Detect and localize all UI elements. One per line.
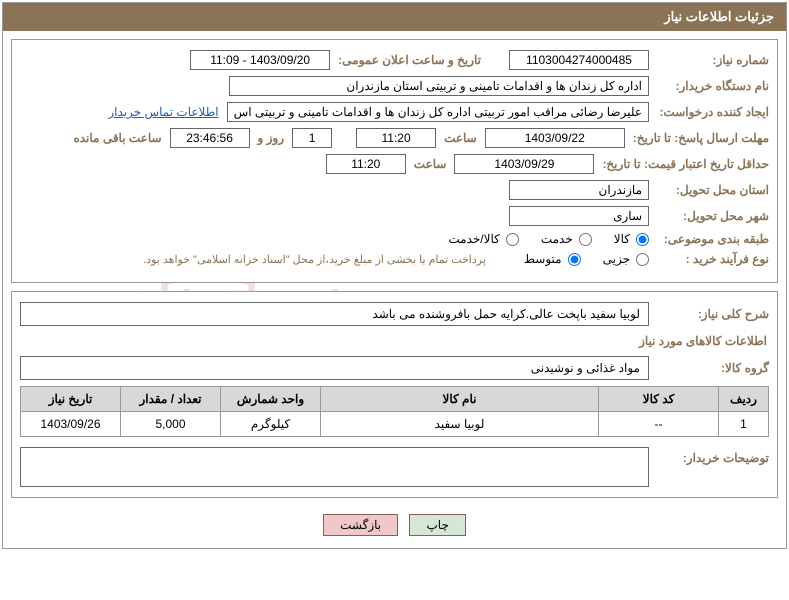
th-qty: تعداد / مقدار (121, 387, 221, 412)
cell-row: 1 (719, 412, 769, 437)
requester-label: ایجاد کننده درخواست: (649, 105, 769, 119)
cat-service-label: خدمت (541, 232, 573, 246)
goods-group-label: گروه کالا: (649, 361, 769, 375)
deadline-time-value: 11:20 (356, 128, 436, 148)
validity-label: حداقل تاریخ اعتبار قیمت: تا تاریخ: (594, 157, 769, 171)
payment-note: پرداخت تمام یا بخشی از مبلغ خرید،از محل … (143, 253, 486, 266)
buyer-org-label: نام دستگاه خریدار: (649, 79, 769, 93)
th-name: نام کالا (321, 387, 599, 412)
deadline-date-value: 1403/09/22 (485, 128, 625, 148)
announce-label: تاریخ و ساعت اعلان عمومی: (330, 53, 481, 67)
deadline-time-label: ساعت (436, 131, 477, 145)
main-panel: جزئیات اطلاعات نیاز AriaTender.net شماره… (2, 2, 787, 549)
buyer-org-value: اداره کل زندان ها و اقدامات تامینی و ترب… (229, 76, 649, 96)
th-code: کد کالا (599, 387, 719, 412)
category-radio-group: کالا خدمت کالا/خدمت (430, 232, 649, 246)
th-unit: واحد شمارش (221, 387, 321, 412)
buyer-contact-link[interactable]: اطلاعات تماس خریدار (108, 105, 218, 119)
goods-info-header: اطلاعات کالاهای مورد نیاز (22, 334, 767, 348)
need-number-value: 1103004274000485 (509, 50, 649, 70)
need-number-label: شماره نیاز: (649, 53, 769, 67)
process-radio-group: جزیی متوسط (506, 252, 649, 266)
announce-value: 1403/09/20 - 11:09 (190, 50, 330, 70)
footer-buttons: چاپ بازگشت (11, 506, 778, 540)
cell-name: لوبیا سفید (321, 412, 599, 437)
proc-medium-radio[interactable] (568, 253, 581, 266)
countdown-value: 23:46:56 (170, 128, 250, 148)
city-label: شهر محل تحویل: (649, 209, 769, 223)
deadline-label: مهلت ارسال پاسخ: تا تاریخ: (625, 131, 769, 145)
validity-time-value: 11:20 (326, 154, 406, 174)
panel-header: جزئیات اطلاعات نیاز (3, 3, 786, 31)
city-value: ساری (509, 206, 649, 226)
cat-goods-label: کالا (614, 232, 630, 246)
panel-title: جزئیات اطلاعات نیاز (664, 9, 774, 24)
days-value: 1 (292, 128, 332, 148)
th-row: ردیف (719, 387, 769, 412)
need-info-section: شماره نیاز: 1103004274000485 تاریخ و ساع… (11, 39, 778, 283)
cat-both-label: کالا/خدمت (448, 232, 499, 246)
back-button[interactable]: بازگشت (323, 514, 398, 536)
proc-partial-label: جزیی (603, 252, 630, 266)
cat-both-radio[interactable] (506, 233, 519, 246)
cat-goods-radio[interactable] (636, 233, 649, 246)
requester-value: علیرضا رضائی مراقب امور تربیتی اداره کل … (227, 102, 649, 122)
buyer-desc-row: توضیحات خریدار: (20, 447, 769, 487)
th-date: تاریخ نیاز (21, 387, 121, 412)
buyer-desc-label: توضیحات خریدار: (649, 447, 769, 465)
days-suffix: روز و (250, 131, 285, 145)
process-label: نوع فرآیند خرید : (649, 252, 769, 266)
buyer-desc-box (20, 447, 649, 487)
goods-group-value: مواد غذائی و نوشیدنی (20, 356, 649, 380)
content-area: AriaTender.net شماره نیاز: 1103004274000… (3, 31, 786, 548)
cell-code: -- (599, 412, 719, 437)
overall-desc-value: لوبیا سفید باپخت عالی.کرایه حمل بافروشند… (20, 302, 649, 326)
table-header-row: ردیف کد کالا نام کالا واحد شمارش تعداد /… (21, 387, 769, 412)
province-value: مازندران (509, 180, 649, 200)
category-label: طبقه بندی موضوعی: (649, 232, 769, 246)
province-label: استان محل تحویل: (649, 183, 769, 197)
print-button[interactable]: چاپ (409, 514, 465, 536)
proc-partial-radio[interactable] (636, 253, 649, 266)
validity-time-label: ساعت (406, 157, 447, 171)
overall-desc-label: شرح کلی نیاز: (649, 307, 769, 321)
goods-table: ردیف کد کالا نام کالا واحد شمارش تعداد /… (20, 386, 769, 437)
goods-section: شرح کلی نیاز: لوبیا سفید باپخت عالی.کرای… (11, 291, 778, 498)
table-row: 1 -- لوبیا سفید کیلوگرم 5,000 1403/09/26 (21, 412, 769, 437)
remain-label: ساعت باقی مانده (65, 131, 161, 145)
cat-service-radio[interactable] (579, 233, 592, 246)
cell-qty: 5,000 (121, 412, 221, 437)
cell-unit: کیلوگرم (221, 412, 321, 437)
cell-date: 1403/09/26 (21, 412, 121, 437)
validity-date-value: 1403/09/29 (454, 154, 594, 174)
proc-medium-label: متوسط (524, 252, 562, 266)
